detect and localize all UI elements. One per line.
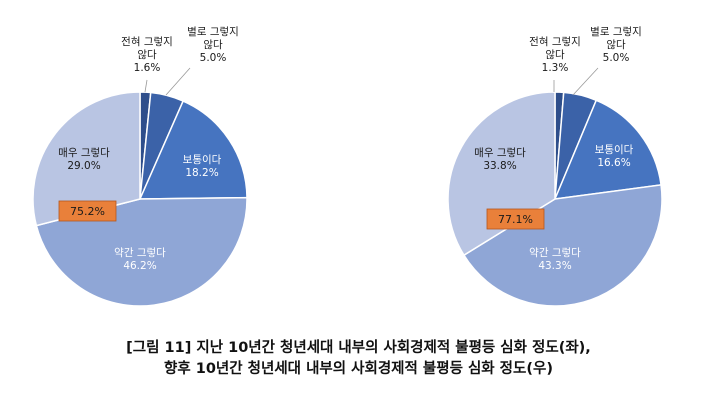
slice-label: 별로 그렇지 않다 5.0% — [590, 25, 642, 64]
pie-chart-left: 전혀 그렇지 않다 1.6% 별로 그렇지 않다 5.0% 보통이다 18.2% 약간 그렇다 4… — [32, 25, 248, 307]
slice-label: 보통이다 16.6% — [595, 144, 634, 169]
pie-slice — [462, 184, 663, 307]
pie-slice — [553, 99, 662, 200]
figure-caption: [그림 11] 지난 10년간 청년세대 내부의 사회경제적 불평등 심화 정도… — [0, 338, 717, 380]
caption-line-2: 향후 10년간 청년세대 내부의 사회경제적 불평등 심화 정도(우) — [164, 361, 553, 377]
pie-charts: 전혀 그렇지 않다 1.6% 별로 그렇지 않다 5.0% 보통이다 18.2% 약간 그렇다 4… — [32, 25, 663, 307]
highlight-value: 75.2% — [70, 205, 105, 218]
caption-line-1: [그림 11] 지난 10년간 청년세대 내부의 사회경제적 불평등 심화 정도… — [126, 340, 591, 356]
pie-slice — [35, 196, 248, 307]
leader-line — [144, 79, 148, 93]
leader-line — [165, 67, 191, 96]
slice-label: 전혀 그렇지 않다 1.3% — [529, 35, 581, 74]
leader-line — [572, 67, 599, 96]
highlight-value: 77.1% — [498, 213, 533, 226]
slice-label: 별로 그렇지 않다 5.0% — [187, 25, 239, 64]
slice-label: 전혀 그렇지 않다 1.6% — [121, 35, 173, 74]
slice-label: 약간 그렇다 46.2% — [114, 246, 166, 272]
pie-slice — [32, 91, 141, 227]
pie-chart-right: 전혀 그렇지 않다 1.3%별로 그렇지 않다 5.0% 보통이다 16.6% 약간 그렇다 4… — [447, 25, 663, 307]
highlight-total: 75.2% — [58, 200, 117, 222]
slice-label: 보통이다 18.2% — [183, 154, 222, 179]
slice-label: 약간 그렇다 43.3% — [529, 246, 581, 272]
slice-label: 매우 그렇다 33.8% — [474, 146, 526, 172]
slice-label: 매우 그렇다 29.0% — [58, 146, 110, 172]
highlight-total: 77.1% — [486, 208, 545, 230]
pie-slice — [138, 100, 248, 200]
